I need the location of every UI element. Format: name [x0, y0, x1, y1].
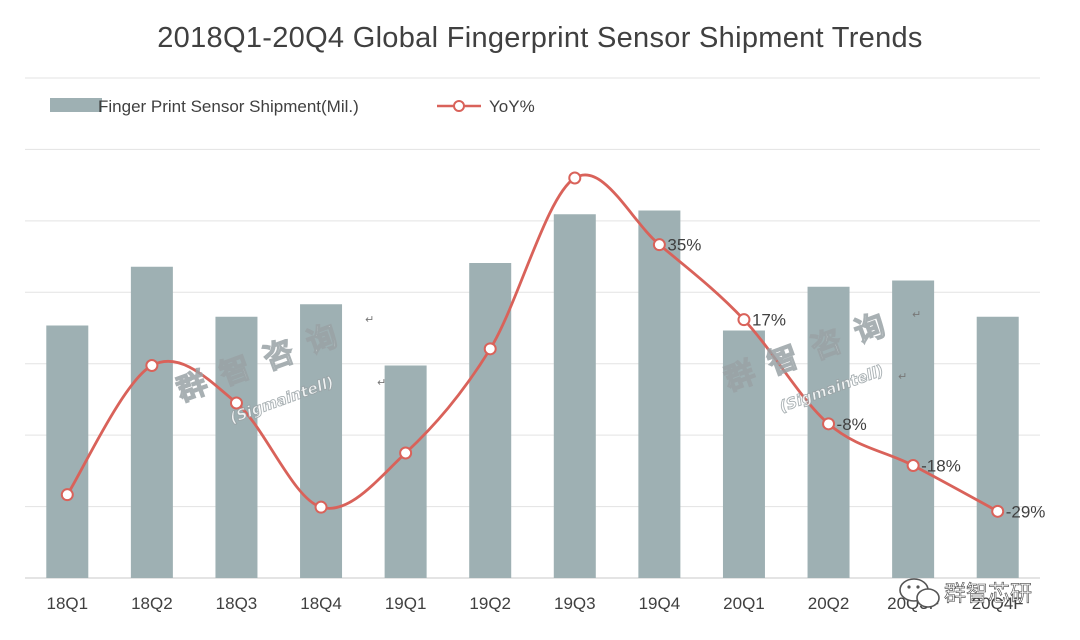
- watermark-char: 群: [172, 366, 212, 409]
- line-series: [60, 171, 1005, 518]
- yoy-data-label: 17%: [752, 311, 786, 330]
- legend: Finger Print Sensor Shipment(Mil.) YoY%: [50, 97, 535, 116]
- legend-bar-label: Finger Print Sensor Shipment(Mil.): [98, 97, 359, 116]
- wechat-icon: [899, 578, 940, 608]
- legend-bar-swatch: [50, 98, 102, 112]
- yoy-data-label: 35%: [667, 236, 701, 255]
- x-tick-label: 19Q1: [385, 594, 427, 613]
- return-mark: ↵: [377, 377, 386, 389]
- yoy-point: [568, 171, 582, 185]
- yoy-point: [60, 488, 74, 502]
- bar: [807, 286, 850, 578]
- x-tick-label: 20Q4F: [972, 594, 1024, 613]
- return-mark: ↵: [912, 309, 921, 321]
- legend-line-marker: [453, 100, 465, 112]
- return-mark: ↵: [365, 314, 374, 326]
- x-tick-label: 19Q4: [639, 594, 681, 613]
- watermark-char: 智: [763, 339, 803, 382]
- bar: [553, 214, 596, 578]
- bar: [215, 316, 258, 578]
- return-mark: ↵: [898, 371, 907, 383]
- x-tick-label: 19Q2: [469, 594, 511, 613]
- yoy-data-label: -29%: [1006, 502, 1046, 521]
- bar: [46, 325, 89, 578]
- x-tick-label: 18Q2: [131, 594, 173, 613]
- yoy-point: [652, 238, 666, 252]
- watermark-char: 咨: [259, 334, 299, 377]
- yoy-point: [229, 396, 243, 410]
- bar: [469, 263, 512, 578]
- data-labels: 35% 17% -8% -18% -29%: [667, 236, 1045, 522]
- legend-line-label: YoY%: [489, 97, 535, 116]
- bar-series: [46, 210, 1019, 578]
- yoy-data-label: -8%: [837, 415, 867, 434]
- x-tick-label: 18Q4: [300, 594, 342, 613]
- bar: [976, 316, 1019, 578]
- bar: [892, 280, 935, 578]
- x-tick-label: 20Q2: [808, 594, 850, 613]
- x-tick-label: 18Q3: [216, 594, 258, 613]
- bar: [384, 365, 427, 578]
- yoy-point: [822, 417, 836, 431]
- yoy-point: [483, 342, 497, 356]
- x-tick-label: 18Q1: [46, 594, 88, 613]
- brand-text: 群智芯研: [944, 582, 1032, 607]
- yoy-point: [737, 313, 751, 327]
- x-tick-label: 19Q3: [554, 594, 596, 613]
- watermark-char: 询: [850, 308, 890, 351]
- brand-logo: 群智芯研: [899, 578, 1032, 608]
- bar: [638, 210, 681, 578]
- bar: [130, 266, 173, 578]
- chart-title: 2018Q1-20Q4 Global Fingerprint Sensor Sh…: [157, 22, 923, 54]
- x-axis-ticks: 18Q1 18Q2 18Q3 18Q4 19Q1 19Q2 19Q3 19Q4 20Q1 20Q2…: [46, 594, 1023, 613]
- yoy-data-label: -18%: [921, 457, 961, 476]
- bar: [300, 304, 343, 578]
- yoy-point: [906, 459, 920, 472]
- x-tick-label: 20Q1: [723, 594, 765, 613]
- yoy-point: [314, 500, 328, 514]
- gridlines: [25, 77, 1040, 579]
- yoy-point: [399, 446, 413, 460]
- bar: [722, 330, 765, 578]
- yoy-point: [145, 359, 159, 372]
- yoy-point: [991, 504, 1005, 518]
